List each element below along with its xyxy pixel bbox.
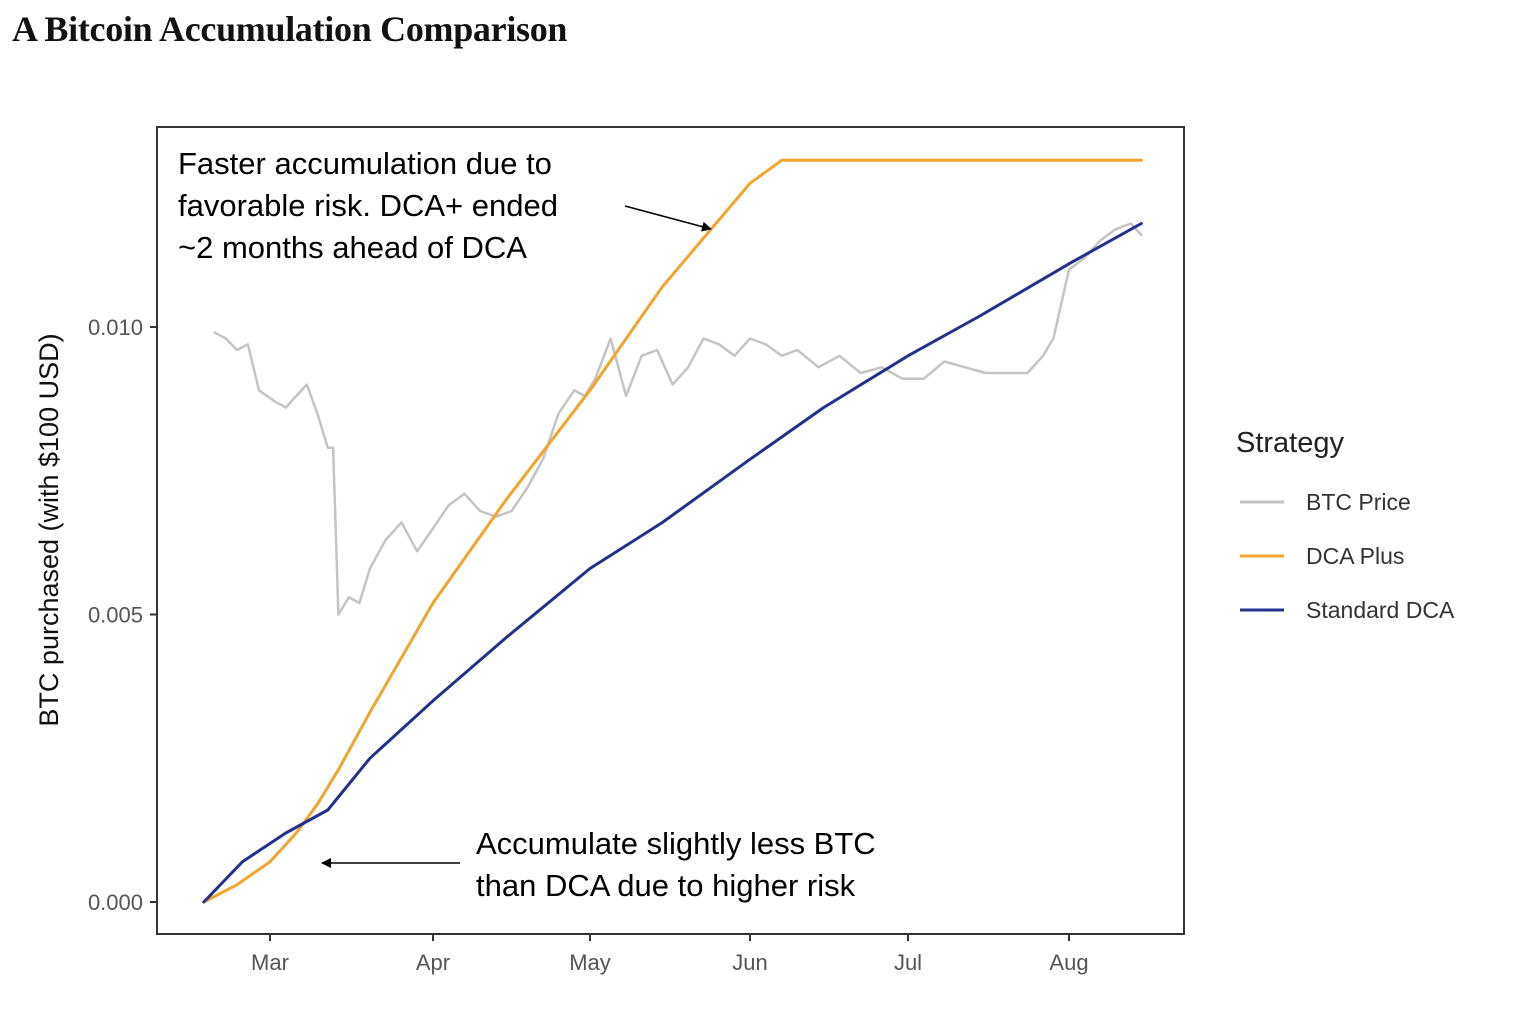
plot-panel: [156, 126, 1185, 935]
annotation-text-line: Faster accumulation due to: [178, 146, 552, 181]
x-tick-label: Jun: [732, 950, 767, 975]
y-tick-label: 0.005: [88, 603, 143, 628]
y-tick-label: 0.000: [88, 890, 143, 915]
x-tick-label: May: [569, 950, 611, 975]
y-tick-label: 0.010: [88, 315, 143, 340]
x-tick-label: Aug: [1049, 950, 1088, 975]
legend-label-btc-price: BTC Price: [1306, 489, 1411, 515]
annotation-text-line: ~2 months ahead of DCA: [178, 230, 527, 265]
series-line-btc-price: [213, 222, 1143, 616]
legend-label-dca-plus: DCA Plus: [1306, 543, 1404, 569]
y-axis-label: BTC purchased (with $100 USD): [34, 333, 64, 726]
annotation-text-line: favorable risk. DCA+ ended: [178, 188, 558, 223]
annotation-text-line: Accumulate slightly less BTC: [476, 826, 876, 861]
series-line-standard-dca: [202, 222, 1143, 904]
x-tick-label: Mar: [251, 950, 289, 975]
x-tick-label: Apr: [416, 950, 450, 975]
legend-label-standard-dca: Standard DCA: [1306, 597, 1455, 623]
series-line-dca-plus: [202, 158, 1143, 904]
x-tick-label: Jul: [894, 950, 922, 975]
annotation-arrow: [624, 205, 712, 232]
annotation-text-line: than DCA due to higher risk: [476, 868, 856, 903]
legend-title: Strategy: [1236, 427, 1344, 459]
page-title: A Bitcoin Accumulation Comparison: [12, 9, 568, 49]
